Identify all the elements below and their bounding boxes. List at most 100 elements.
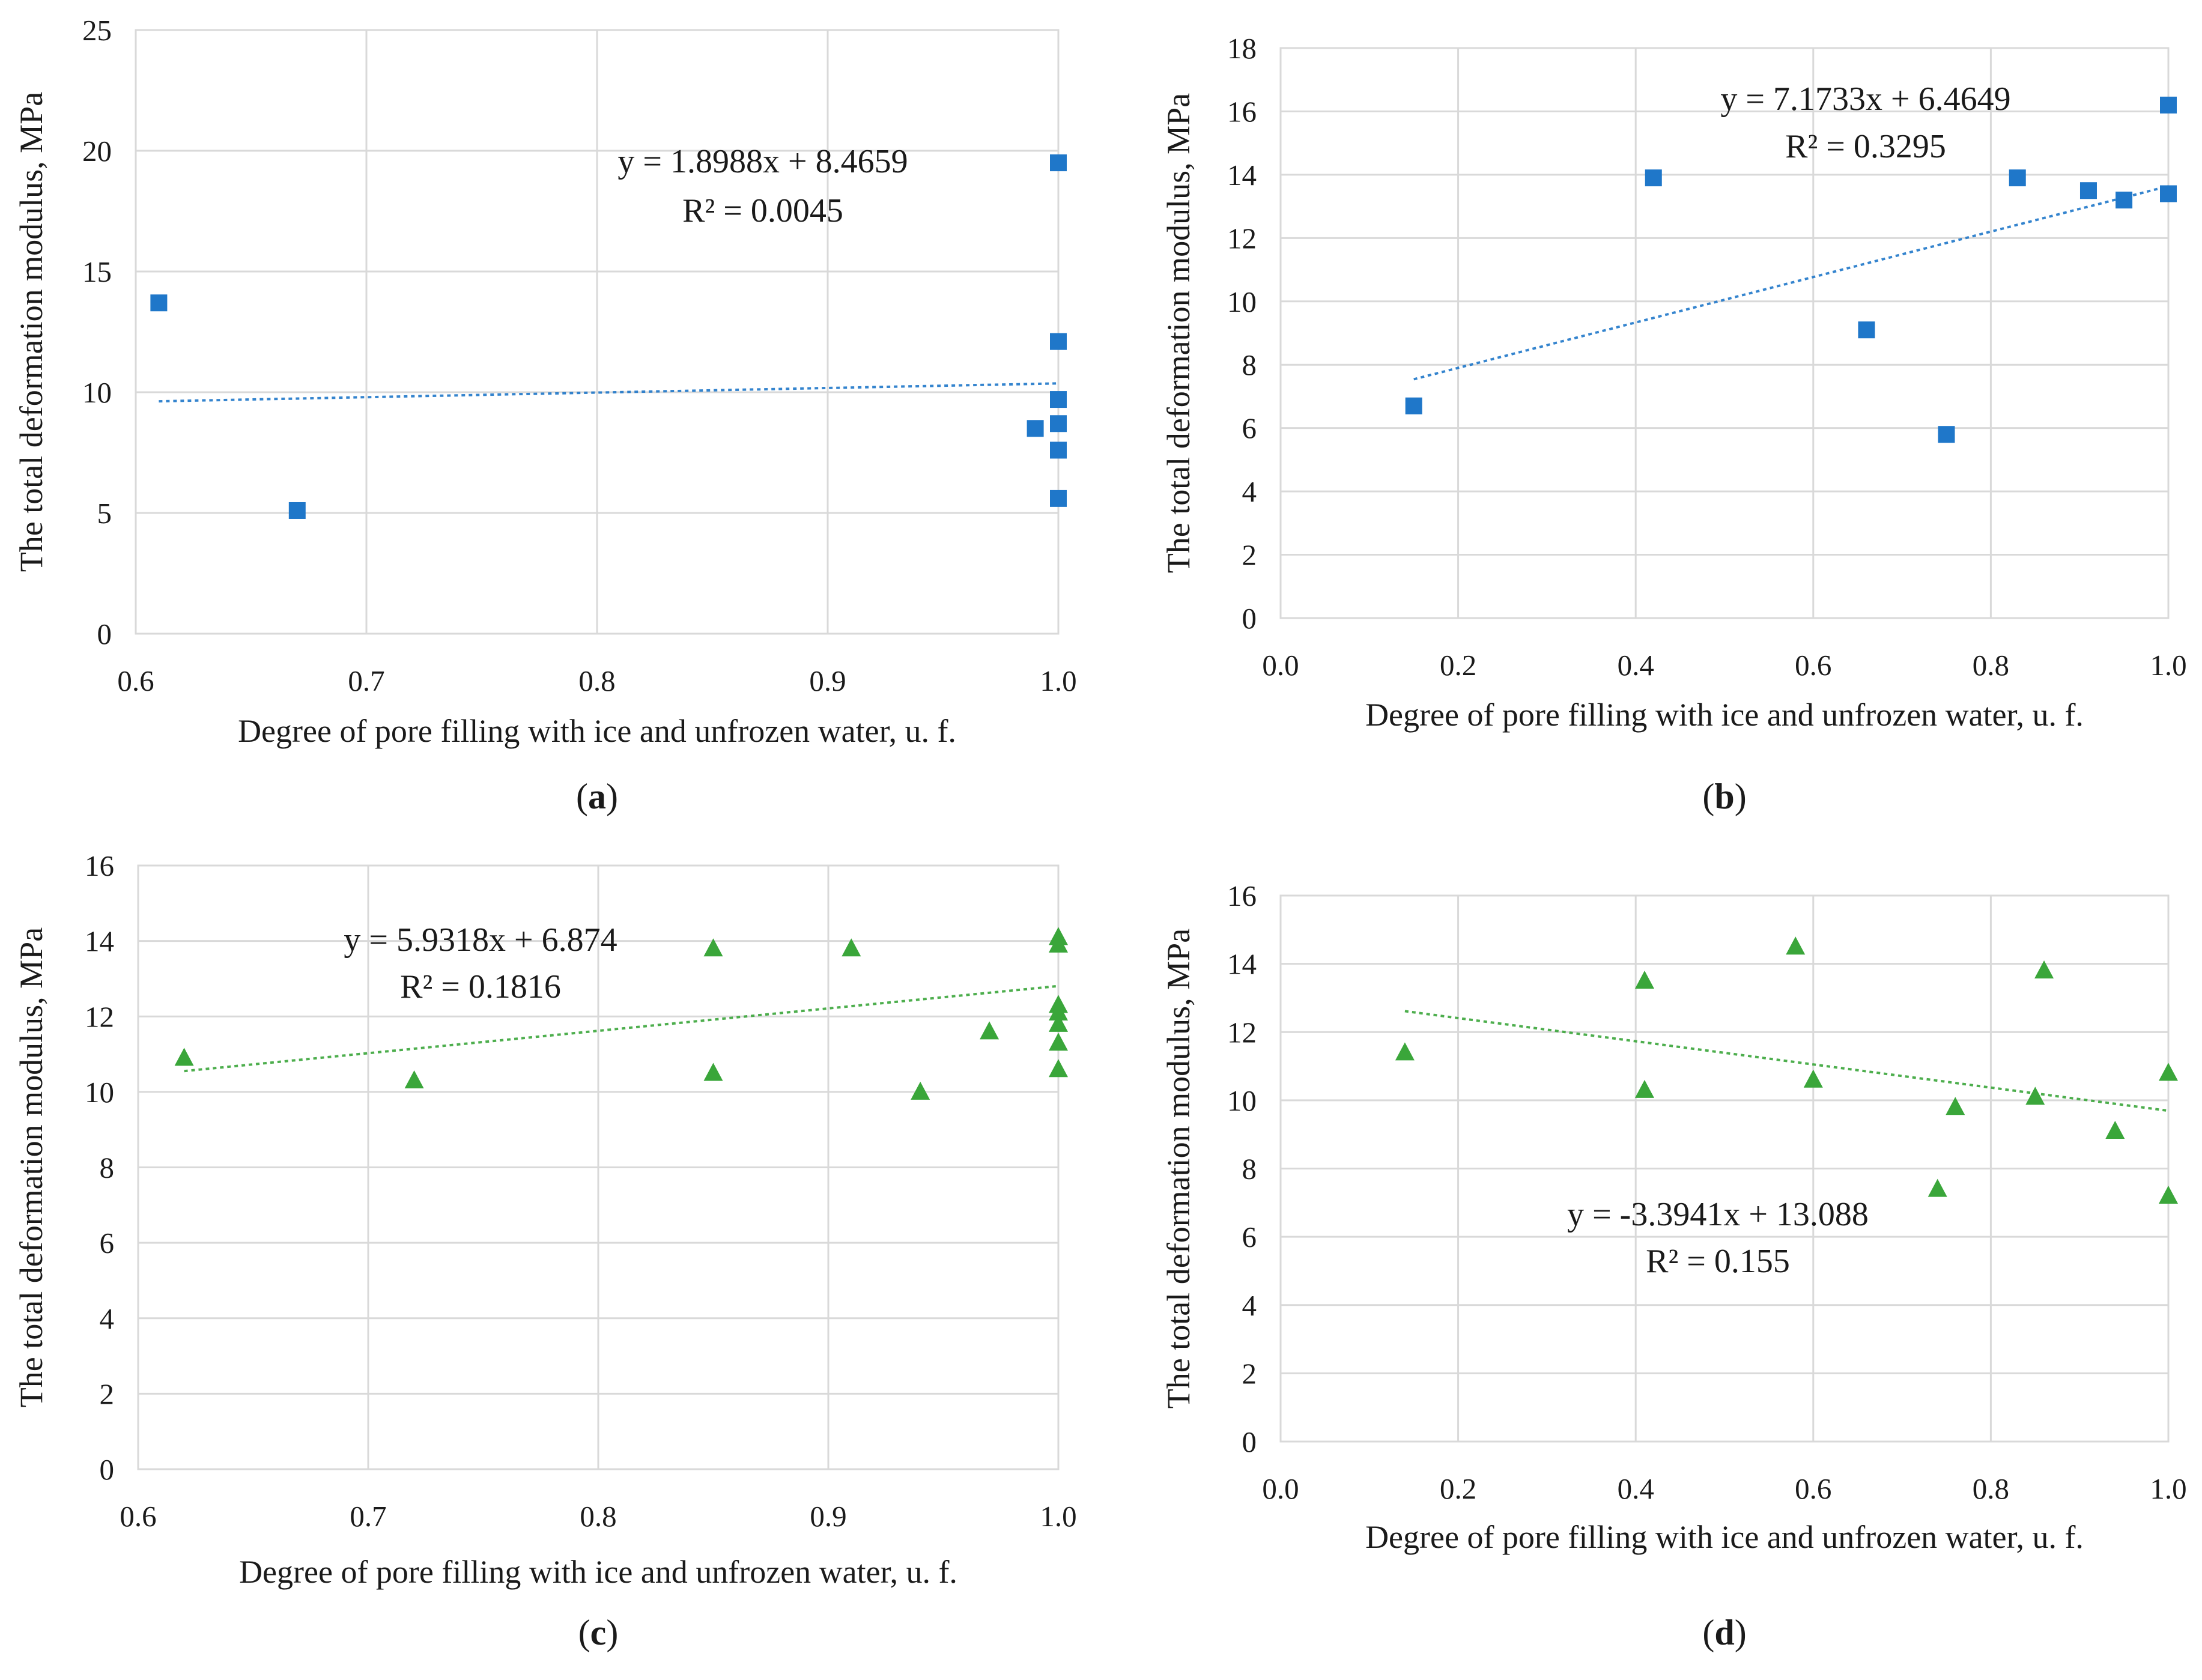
y-tick-label: 25 [82, 14, 112, 47]
y-tick-label: 0 [97, 617, 112, 650]
x-tick-label: 0.4 [1618, 649, 1654, 682]
trend-equation: y = -3.3941x + 13.088 [1567, 1196, 1869, 1233]
data-point [1049, 934, 1068, 953]
x-tick-label: 0.8 [1973, 1472, 2009, 1505]
x-tick-label: 0.8 [578, 664, 615, 697]
y-tick-label: 10 [1227, 1084, 1257, 1117]
data-point [1858, 321, 1875, 339]
x-axis-label: Degree of pore filling with ice and unfr… [1365, 697, 2084, 733]
plot-frame [1279, 47, 2170, 619]
data-point [1395, 1042, 1415, 1061]
x-axis-label: Degree of pore filling with ice and unfr… [1365, 1519, 2084, 1555]
y-tick-label: 2 [1242, 539, 1257, 572]
data-point [980, 1021, 999, 1040]
data-point [1938, 426, 1955, 443]
y-tick-label: 14 [85, 925, 114, 958]
panel-label: (b) [1702, 777, 1746, 816]
r-squared: R² = 0.0045 [682, 192, 843, 229]
x-tick-label: 1.0 [2150, 1472, 2186, 1505]
data-point [2160, 96, 2177, 114]
y-tick-label: 15 [82, 255, 112, 288]
data-point [703, 938, 723, 957]
data-point [1946, 1097, 1965, 1115]
data-point [2079, 182, 2097, 199]
x-tick-label: 0.9 [810, 1500, 846, 1533]
trend-equation: y = 5.9318x + 6.874 [344, 921, 617, 959]
y-tick-label: 12 [1227, 1016, 1257, 1049]
data-point [911, 1081, 930, 1100]
y-tick-label: 10 [82, 376, 112, 409]
y-tick-label: 0 [1242, 1425, 1257, 1458]
y-tick-label: 8 [1242, 348, 1257, 381]
trendline [159, 382, 1059, 403]
y-tick-label: 14 [1227, 948, 1257, 981]
y-tick-label: 16 [1227, 879, 1257, 912]
x-tick-label: 0.2 [1440, 1472, 1476, 1505]
data-point [2009, 169, 2026, 187]
x-tick-label: 0.9 [809, 664, 846, 697]
y-tick-label: 16 [1227, 95, 1257, 128]
trend-equation: y = 7.1733x + 6.4649 [1720, 80, 2010, 118]
y-axis-label: The total deformation modulus, MPa [13, 92, 49, 572]
x-tick-label: 1.0 [1040, 664, 1076, 697]
x-tick-label: 0.2 [1440, 649, 1476, 682]
data-point [1050, 154, 1067, 172]
data-point [1928, 1178, 1947, 1197]
data-point [1634, 1079, 1654, 1098]
trendline [1413, 185, 2169, 381]
x-tick-label: 0.6 [1795, 1472, 1831, 1505]
data-point [842, 938, 861, 957]
x-tick-label: 0.6 [1795, 649, 1831, 682]
y-tick-label: 2 [1242, 1357, 1257, 1390]
data-point [1645, 169, 1662, 187]
y-tick-label: 2 [100, 1377, 115, 1410]
data-point [288, 502, 306, 519]
x-tick-label: 0.6 [117, 664, 154, 697]
y-tick-label: 12 [1227, 222, 1257, 255]
data-point [2116, 192, 2133, 209]
data-point [2034, 960, 2054, 978]
data-point [174, 1048, 194, 1066]
y-tick-label: 0 [100, 1453, 115, 1486]
data-point [1803, 1069, 1823, 1088]
panel-letter: d [1714, 1613, 1734, 1652]
x-tick-label: 1.0 [1040, 1500, 1076, 1533]
data-point [1050, 391, 1067, 408]
y-tick-label: 4 [1242, 475, 1257, 508]
data-point [2159, 1185, 2178, 1204]
r-squared: R² = 0.3295 [1785, 128, 1946, 165]
data-point [1049, 1002, 1068, 1020]
chart-panel-d: 0.0 0.2 0.4 0.6 0.8 1.0 0 2 4 6 8 10 12 14 16 y = -3.39… [1160, 879, 2187, 1652]
data-point [1049, 1033, 1068, 1051]
data-point [2159, 1063, 2178, 1081]
panel-label: (d) [1702, 1613, 1746, 1652]
data-point [1050, 490, 1067, 507]
trendline [184, 984, 1059, 1073]
panel-label: (a) [576, 777, 618, 816]
trendline [1404, 1010, 2169, 1112]
y-tick-label: 18 [1227, 32, 1257, 65]
data-point [2160, 185, 2177, 202]
panel-letter: c [590, 1613, 607, 1652]
y-tick-label: 6 [100, 1227, 115, 1260]
y-tick-label: 12 [85, 1000, 114, 1033]
x-tick-label: 0.8 [1973, 649, 2009, 682]
y-tick-label: 14 [1227, 159, 1257, 192]
chart-panel-b: 0.0 0.2 0.4 0.6 0.8 1.0 0 2 4 6 8 10 12 14 16 18 y = 7.1… [1160, 32, 2187, 816]
y-tick-label: 20 [82, 135, 112, 168]
data-point [150, 294, 168, 312]
y-tick-label: 4 [100, 1302, 115, 1335]
y-axis-label: The total deformation modulus, MPa [1160, 929, 1197, 1409]
data-point [1049, 1059, 1068, 1078]
x-tick-label: 0.7 [350, 1500, 386, 1533]
data-point [1634, 971, 1654, 989]
y-tick-label: 10 [1227, 285, 1257, 318]
x-tick-label: 1.0 [2150, 649, 2186, 682]
data-point [1050, 441, 1067, 459]
data-point [1027, 420, 1044, 437]
x-axis-label: Degree of pore filling with ice and unfr… [239, 1554, 957, 1590]
r-squared: R² = 0.155 [1646, 1243, 1790, 1280]
data-point [1050, 333, 1067, 350]
data-point [1786, 936, 1806, 955]
